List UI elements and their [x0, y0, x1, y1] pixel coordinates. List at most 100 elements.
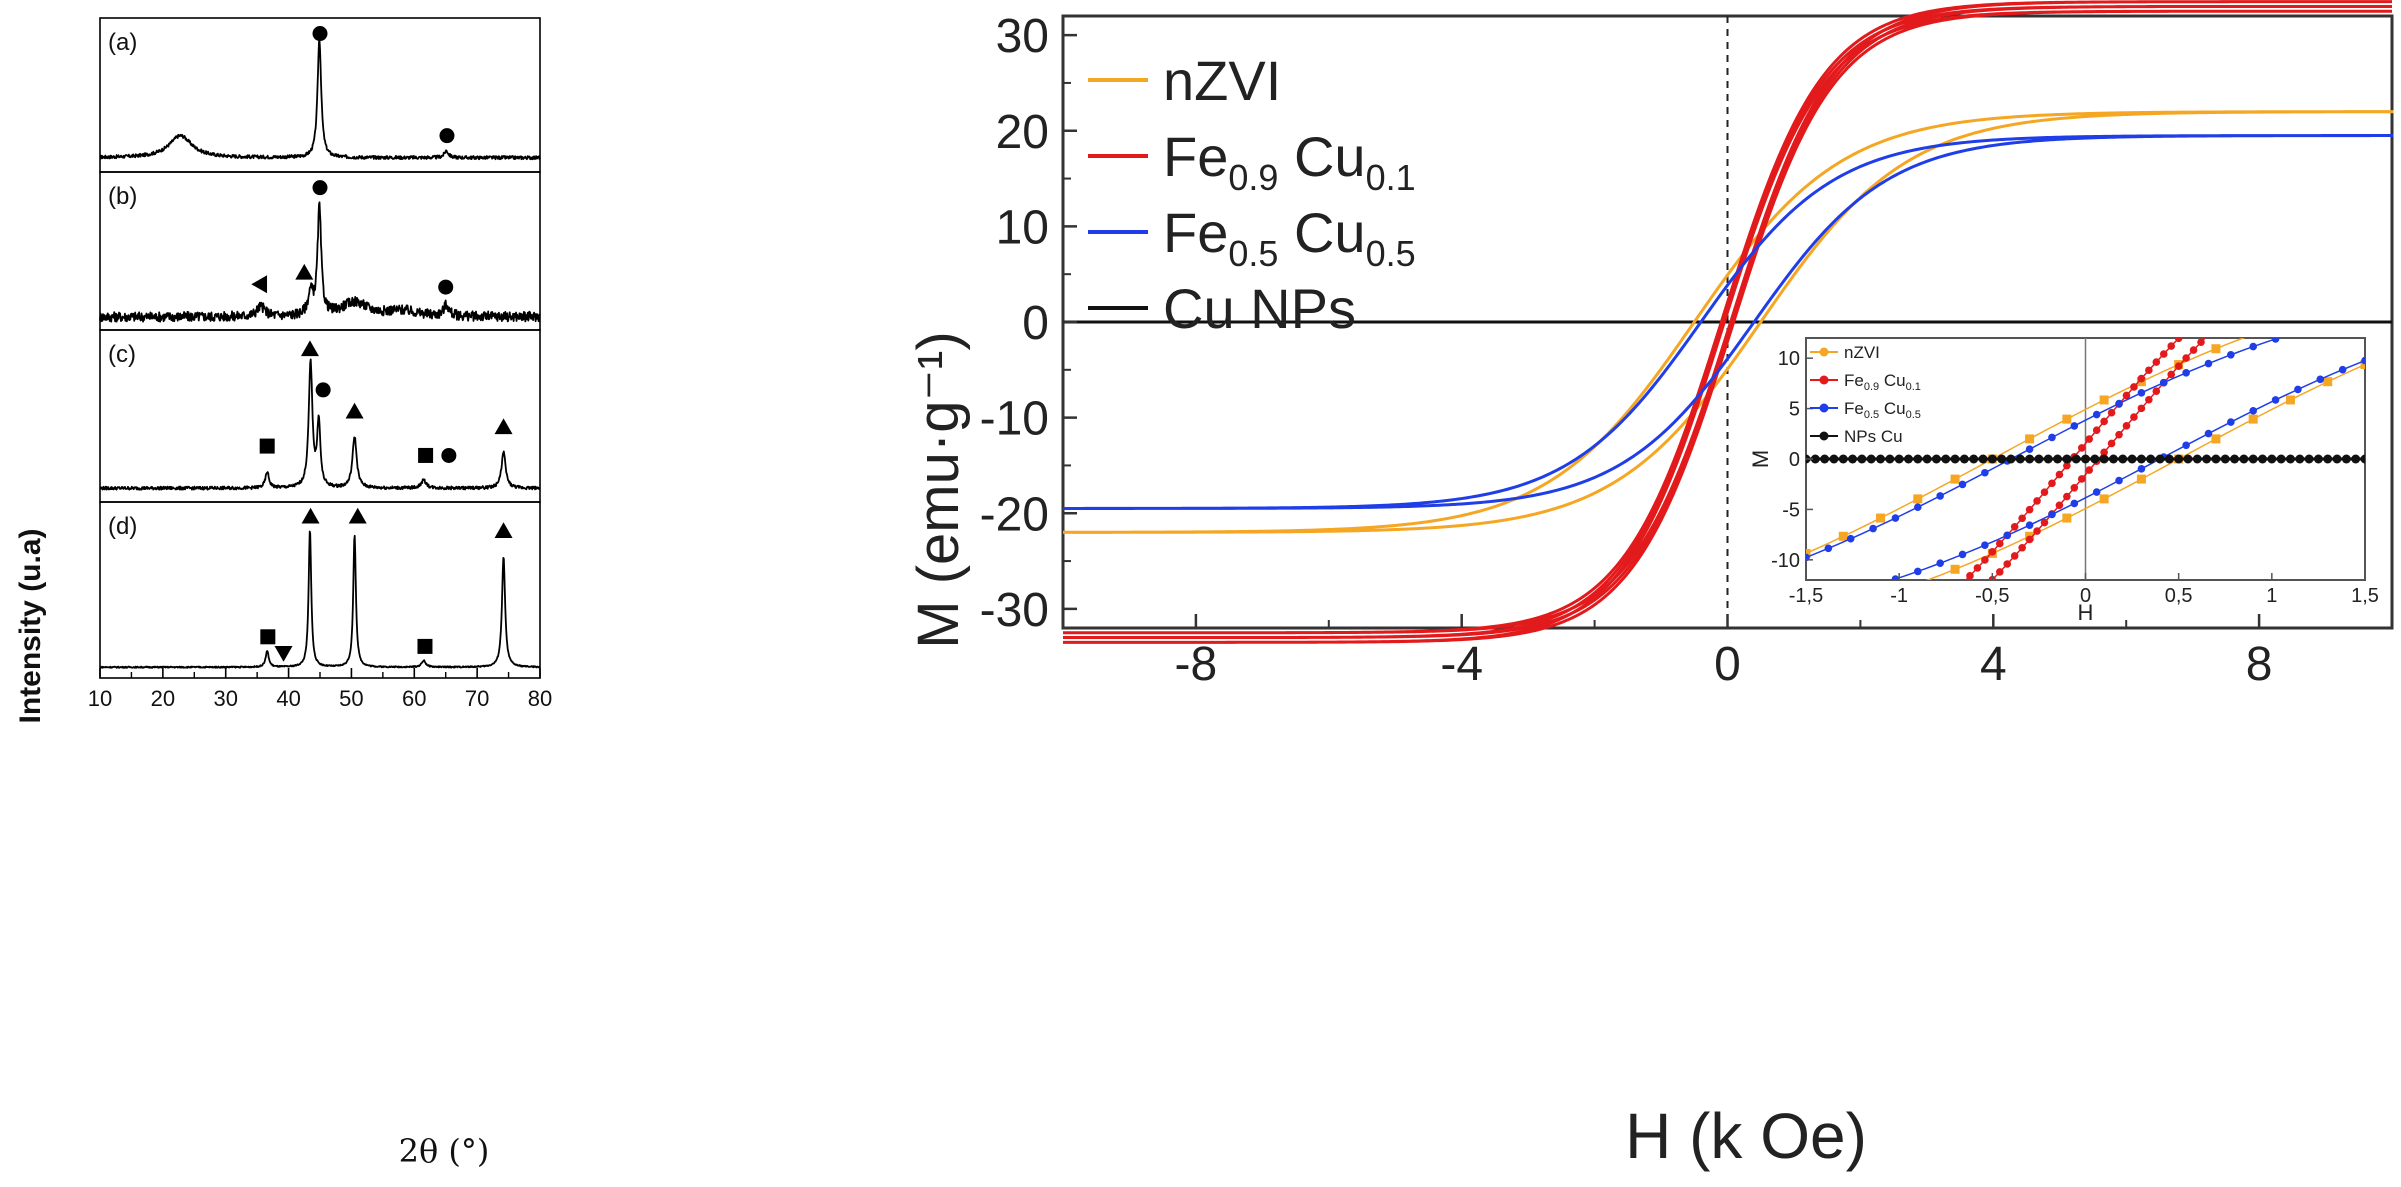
hysteresis-loop-line [1063, 9, 2392, 644]
inset-point [2341, 454, 2351, 464]
marker-square-icon [260, 629, 276, 645]
marker-circle-icon [441, 447, 457, 463]
inset-point [2202, 454, 2212, 464]
xrd-panel-frame [99, 329, 541, 503]
inset-point [2092, 426, 2101, 435]
xrd-x-ticks: 10 20 30 40 50 60 70 80 [88, 668, 552, 711]
inset-point [2062, 513, 2072, 523]
inset-point [1894, 454, 1904, 464]
inset-point [2003, 531, 2012, 540]
inset-point [2127, 454, 2137, 464]
inset-point [2055, 470, 2064, 479]
legend-entry-1: nZVI [1088, 49, 1281, 112]
inset-point [2040, 518, 2049, 527]
inset-point [2099, 494, 2109, 504]
inset-point [2085, 435, 2094, 443]
inset-legend-entry-1: nZVI [1810, 343, 1880, 362]
marker-triangle-up-icon [301, 507, 320, 524]
inset-point [2159, 378, 2168, 387]
inset-legend-label: Fe0.9 Cu0.1 Fe0.9 Cu0.1 [1844, 371, 2006, 393]
inset-point [2316, 375, 2325, 384]
inset-point [2071, 454, 2081, 464]
inset-point [2248, 414, 2258, 424]
inset-point [1941, 454, 1951, 464]
inset-point [2332, 454, 2342, 464]
inset-point [1820, 454, 1830, 464]
inset-point [2136, 474, 2146, 484]
inset-point [2062, 414, 2072, 424]
hysteresis-loop-line [1063, 110, 2394, 534]
inset-point [2360, 360, 2365, 370]
inset-point [2351, 454, 2361, 464]
inset-point [2070, 483, 2079, 492]
marker-triangle-up-icon [348, 507, 367, 524]
inset-point [2211, 454, 2221, 464]
inset-point [2043, 454, 2053, 464]
legend-subscript: 0.5 [1228, 233, 1278, 274]
inset-point [2211, 344, 2221, 354]
inset-point [2115, 399, 2123, 408]
inset-point [2313, 454, 2323, 464]
xrd-pattern-line [99, 358, 541, 491]
inset-point [1936, 492, 1944, 500]
inset-point [2152, 358, 2161, 366]
xrd-x-tick-label: 80 [528, 686, 552, 711]
hysteresis-loop-line [1063, 4, 2392, 640]
legend-label: Cu NPs [1163, 277, 1356, 340]
inset-legend-entry-3: Fe0.5 Cu0.5 Fe0.5 Cu0.5 [1810, 399, 1921, 421]
inset-point [2192, 454, 2202, 464]
inset-point [1958, 550, 1967, 559]
inset-legend-marker-icon [1819, 347, 1829, 357]
inset-point [1891, 575, 1900, 580]
inset-legend-element: Cu [1879, 399, 1905, 418]
inset-point [2182, 354, 2190, 362]
inset-point [2063, 492, 2071, 501]
xrd-x-tick-label: 50 [339, 686, 363, 711]
mag-x-tick-label: 0 [1714, 638, 1741, 691]
inset-legend-entry-4: NPs Cu [1810, 427, 1903, 446]
inset-point [1824, 544, 1833, 553]
inset-legend-subscript: 0.5 [1864, 409, 1879, 421]
inset-point [2118, 454, 2128, 464]
inset-point [2295, 454, 2305, 464]
mag-y-tick-label: -10 [980, 393, 1049, 446]
inset-point [2174, 338, 2183, 343]
inset-point [2137, 404, 2146, 413]
inset-point [2040, 488, 2049, 496]
inset-point [2034, 454, 2044, 464]
inset-point [2108, 454, 2118, 464]
inset-point [2174, 454, 2184, 464]
xrd-panel-3: (c) [99, 329, 541, 503]
inset-point [1981, 541, 1989, 549]
inset-point [2018, 514, 2026, 523]
inset-point [2183, 454, 2193, 464]
inset-point [2360, 454, 2365, 464]
xrd-panel-label: (a) [108, 29, 137, 56]
inset-point [1966, 572, 1974, 580]
inset-point [2136, 454, 2146, 464]
inset-point [1997, 454, 2007, 464]
inset-point [2115, 430, 2123, 439]
inset-point [1903, 454, 1913, 464]
inset-point [1959, 454, 1969, 464]
inset-legend-subscript: 0.5 [1906, 409, 1921, 421]
inset-x-tick-label: -1 [1890, 585, 1908, 607]
mag-y-tick-label: -30 [980, 584, 1049, 637]
inset-point [1913, 494, 1923, 504]
inset-point [2006, 454, 2016, 464]
inset-point [1838, 531, 1848, 541]
inset-point [1931, 454, 1941, 464]
inset-point [2063, 461, 2071, 470]
inset-point [2092, 410, 2101, 419]
inset-legend-label: nZVI [1844, 343, 1880, 362]
inset-point [2276, 454, 2286, 464]
inset-point [2048, 433, 2056, 442]
inset-point [2085, 466, 2094, 474]
marker-circle-icon [312, 180, 328, 196]
mag-y-tick-label: 30 [996, 10, 1049, 63]
inset-point [2230, 454, 2240, 464]
inset-point [2323, 454, 2333, 464]
legend-subscript: 0.1 [1366, 157, 1416, 198]
inset-point [1958, 480, 1967, 489]
